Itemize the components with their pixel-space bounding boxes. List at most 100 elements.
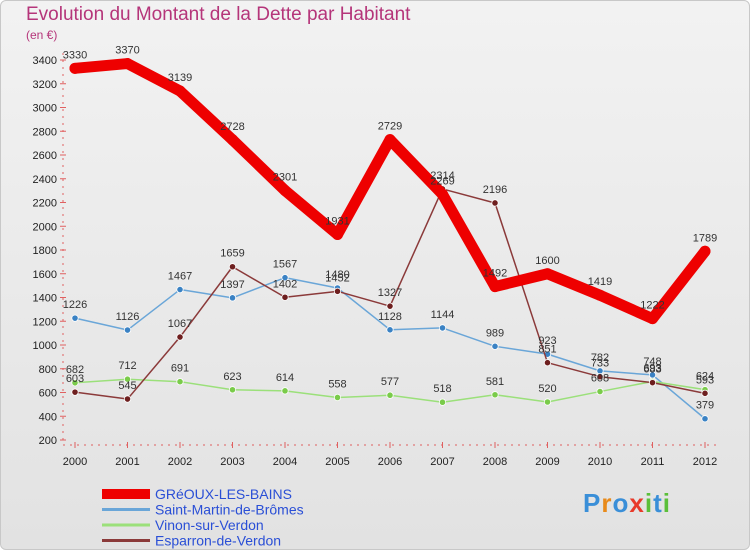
data-point (491, 342, 499, 350)
y-tick-label: 3400 (33, 55, 57, 67)
proxiti-logo: Proxiti (583, 488, 671, 519)
data-label: 558 (328, 378, 346, 390)
data-point (228, 294, 237, 302)
data-label: 1327 (378, 287, 402, 299)
data-label: 614 (276, 372, 294, 384)
logo-letter: o (612, 488, 630, 518)
data-label: 1419 (588, 276, 612, 288)
data-point (176, 333, 184, 341)
data-label: 923 (538, 335, 556, 347)
y-tick-label: 800 (39, 364, 57, 376)
x-tick-label: 2006 (378, 456, 402, 468)
data-label: 683 (643, 364, 661, 376)
data-point (386, 326, 394, 334)
data-point (71, 388, 79, 396)
data-label: 1222 (640, 300, 664, 312)
data-label: 1126 (116, 311, 140, 323)
data-point (71, 379, 79, 387)
data-label: 1452 (325, 272, 349, 284)
data-label: 1402 (273, 278, 297, 290)
y-tick-label: 1400 (33, 293, 57, 305)
x-tick-label: 2005 (325, 456, 349, 468)
x-tick-label: 2011 (641, 456, 665, 468)
y-tick-label: 2600 (33, 150, 57, 162)
data-label: 2314 (430, 170, 454, 182)
data-point (648, 379, 657, 387)
data-point (489, 281, 501, 293)
logo-letter: t (653, 488, 663, 518)
data-label: 1397 (220, 279, 244, 291)
data-point (122, 58, 133, 70)
data-label: 1567 (273, 259, 297, 271)
data-point (386, 302, 394, 310)
data-label: 2269 (430, 175, 454, 187)
data-label: 581 (486, 376, 504, 388)
data-label: 1659 (220, 248, 244, 260)
y-tick-label: 200 (39, 435, 57, 447)
data-point (123, 326, 132, 334)
data-point (279, 185, 291, 197)
data-point (384, 134, 396, 146)
x-tick-label: 2012 (693, 456, 717, 468)
x-tick-label: 2008 (483, 456, 507, 468)
y-tick-label: 1600 (33, 269, 57, 281)
data-label: 733 (591, 358, 609, 370)
data-label: 577 (381, 376, 399, 388)
data-point (542, 268, 553, 280)
data-label: 1789 (693, 232, 717, 244)
x-tick-label: 2001 (115, 456, 139, 468)
data-point (227, 134, 238, 146)
data-label: 520 (538, 383, 556, 395)
y-tick-label: 3000 (33, 103, 57, 115)
data-point (123, 395, 132, 403)
data-point (333, 393, 342, 402)
data-label: 593 (696, 374, 714, 386)
data-label: 1480 (325, 269, 349, 281)
data-label: 518 (433, 383, 451, 395)
legend-label: Vinon-sur-Verdon (155, 517, 264, 533)
data-label: 748 (643, 356, 661, 368)
data-label: 545 (118, 380, 136, 392)
data-point (281, 387, 289, 395)
data-point (228, 386, 237, 394)
x-tick-label: 2000 (63, 456, 87, 468)
y-tick-label: 1800 (33, 245, 57, 257)
x-tick-label: 2004 (273, 456, 297, 468)
x-tick-label: 2002 (168, 456, 192, 468)
data-label: 1144 (431, 309, 455, 321)
x-tick-label: 2010 (588, 456, 612, 468)
data-point (281, 274, 289, 282)
y-tick-label: 2000 (33, 221, 57, 233)
data-label: 3139 (168, 72, 192, 84)
data-point (596, 373, 604, 381)
data-point (386, 391, 394, 399)
data-point (123, 375, 132, 383)
data-label: 608 (591, 373, 609, 385)
x-tick-label: 2007 (430, 456, 454, 468)
data-point (699, 245, 711, 257)
x-tick-label: 2003 (220, 456, 244, 468)
data-point (69, 62, 81, 74)
data-label: 851 (538, 344, 556, 356)
data-label: 2196 (483, 184, 507, 196)
data-label: 603 (66, 373, 84, 385)
y-tick-label: 3200 (33, 79, 57, 91)
data-point (333, 287, 342, 295)
data-label: 1492 (483, 268, 507, 280)
data-point (596, 387, 604, 396)
legend-label: Esparron-de-Verdon (155, 533, 281, 549)
y-tick-label: 2400 (33, 174, 57, 186)
y-tick-label: 600 (39, 388, 57, 400)
data-label: 1067 (168, 318, 192, 330)
data-point (71, 314, 79, 322)
data-point (701, 415, 709, 423)
y-axis-unit: (en €) (26, 28, 58, 42)
data-point (543, 398, 552, 406)
data-label: 623 (223, 371, 241, 383)
logo-letter: r (601, 488, 613, 518)
data-point (174, 85, 186, 97)
data-point (438, 398, 447, 406)
legend-label: Saint-Martin-de-Brômes (155, 502, 304, 518)
data-label: 989 (486, 327, 504, 339)
